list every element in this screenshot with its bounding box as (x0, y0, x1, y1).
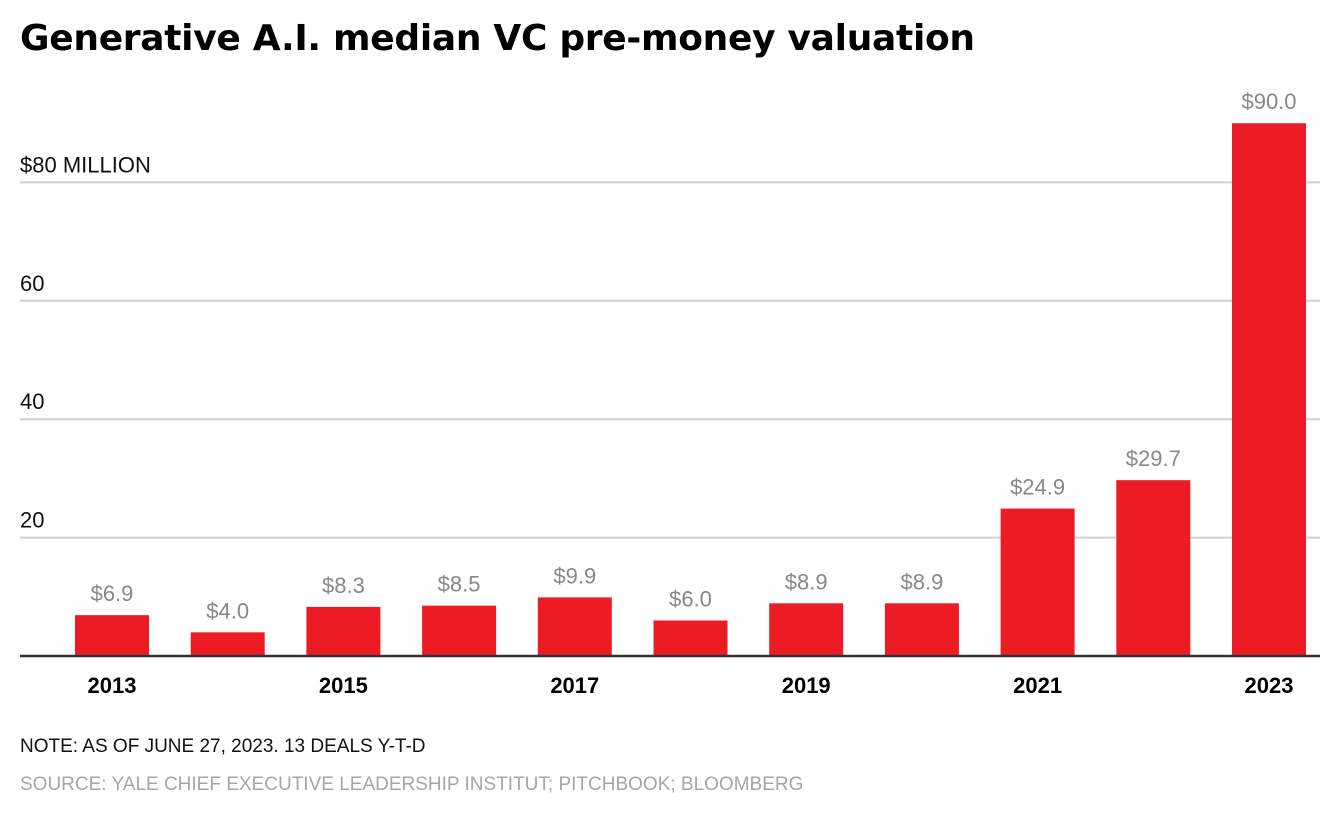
bar-2014 (190, 632, 265, 656)
bar-2015 (306, 606, 381, 656)
data-label: $6.9 (91, 581, 134, 606)
bar-2016 (422, 605, 497, 656)
data-label: $90.0 (1241, 89, 1296, 114)
x-tick-label: 2019 (782, 673, 831, 698)
bar-2018 (653, 620, 728, 656)
bar-2021 (1000, 508, 1075, 656)
bar-2022 (1116, 480, 1191, 656)
data-labels: $6.9 $4.0 $8.3 $8.5 $9.9 $6.0 $8.9 $8.9 $24.9 $29… (91, 89, 1297, 623)
x-tick-label: 2015 (319, 673, 368, 698)
x-tick-label: 2023 (1245, 673, 1294, 698)
data-label: $8.3 (322, 573, 365, 598)
bars (75, 123, 1306, 656)
y-tick-label: 40 (20, 389, 44, 414)
data-label: $4.0 (206, 598, 249, 623)
data-label: $29.7 (1126, 446, 1181, 471)
bar-2019 (769, 603, 844, 656)
data-label: $9.9 (553, 563, 596, 588)
data-label: $8.9 (785, 569, 828, 594)
y-tick-label: 20 (20, 508, 44, 533)
bar-2017 (537, 597, 612, 656)
source-note: SOURCE: YALE CHIEF EXECUTIVE LEADERSHIP … (20, 774, 804, 795)
x-tick-label: 2021 (1013, 673, 1062, 698)
data-label: $6.0 (669, 586, 712, 611)
y-axis-ticks: 20 40 60 $80 MILLION (20, 152, 151, 532)
x-tick-label: 2013 (88, 673, 137, 698)
gridlines (20, 181, 1320, 539)
data-label: $8.5 (438, 572, 481, 597)
footnote: NOTE: AS OF JUNE 27, 2023. 13 DEALS Y-T-… (20, 736, 426, 757)
y-tick-label: 60 (20, 271, 44, 296)
bar-2013 (75, 615, 149, 656)
data-label: $8.9 (900, 569, 943, 594)
y-tick-label: $80 MILLION (20, 152, 151, 177)
bar-2023 (1232, 123, 1306, 656)
bar-2020 (884, 603, 959, 656)
chart-title: Generative A.I. median VC pre-money valu… (20, 18, 975, 59)
data-label: $24.9 (1010, 475, 1065, 500)
x-tick-label: 2017 (550, 673, 599, 698)
x-axis-ticks: 2013 2015 2017 2019 2021 2023 (88, 673, 1294, 698)
